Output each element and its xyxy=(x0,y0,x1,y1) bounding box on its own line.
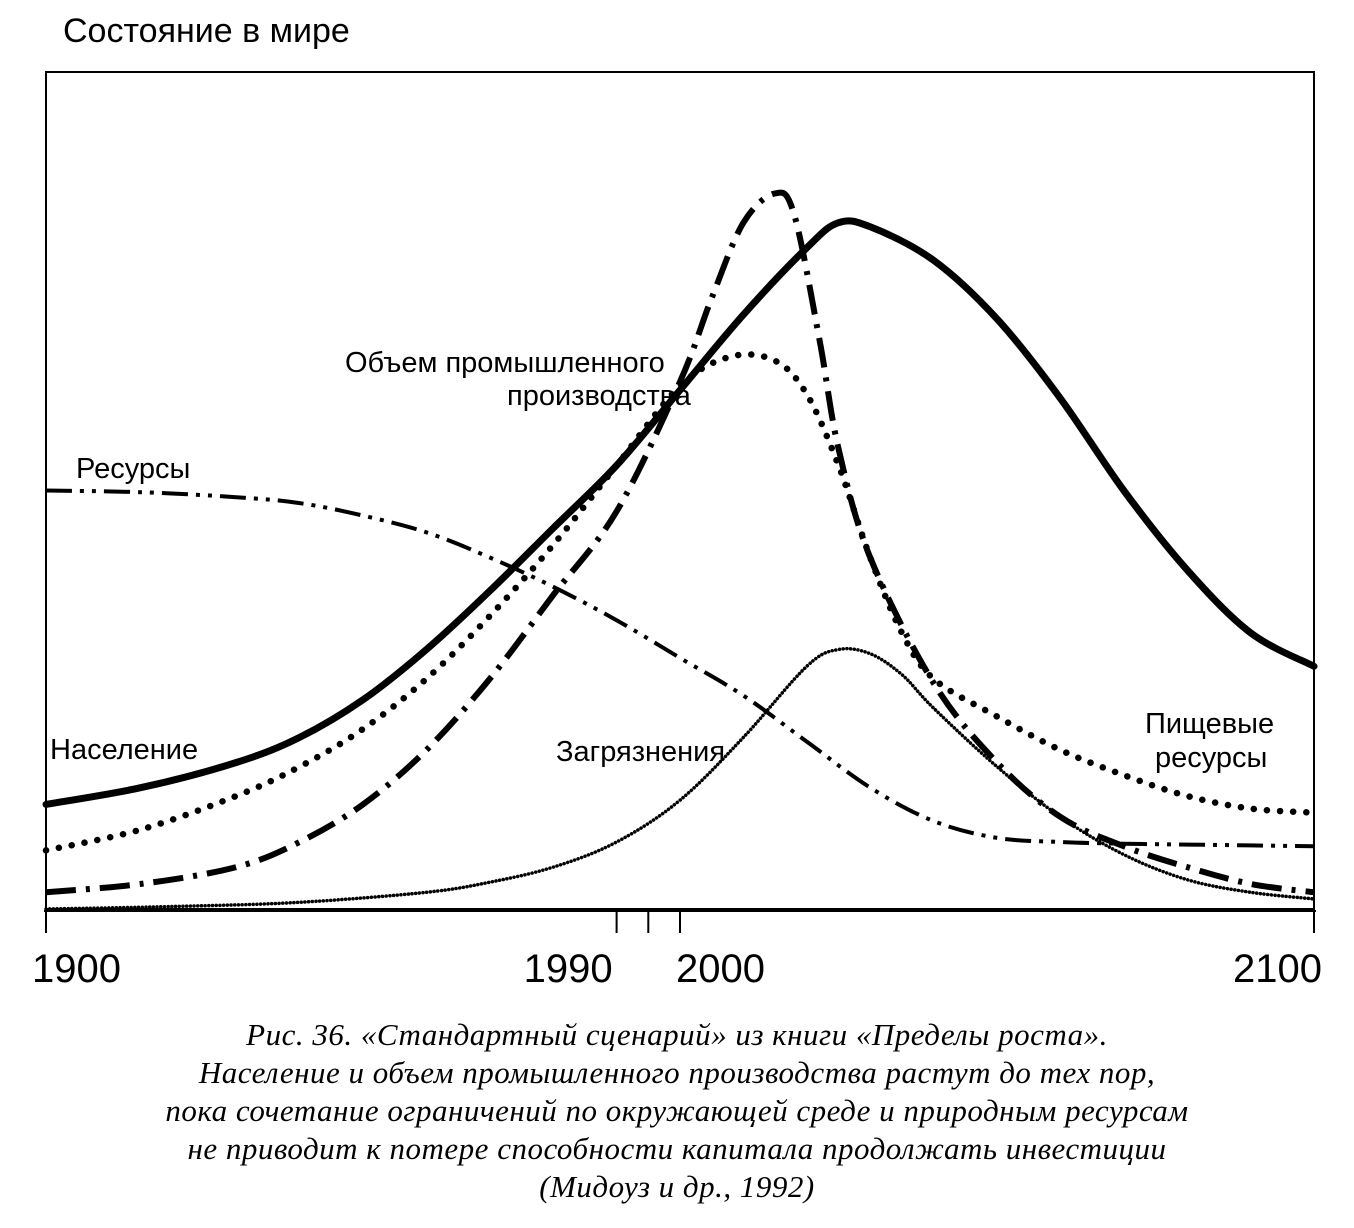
x-ticks: 1900 1990 2000 2100 xyxy=(32,911,1322,991)
series-line-1 xyxy=(42,351,1318,854)
x-tick-label: 1990 xyxy=(524,947,613,991)
caption-line: Рис. 36. «Стандартный сценарий» из книги… xyxy=(246,1017,1108,1052)
series-line-4 xyxy=(44,646,1316,911)
caption-line: (Мидоуз и др., 1992) xyxy=(539,1169,815,1204)
x-tick-label: 2100 xyxy=(1233,947,1322,991)
label-pollution: Загрязнения xyxy=(556,736,725,768)
series-line-2 xyxy=(45,189,1315,896)
label-population: Население xyxy=(50,734,198,766)
label-industry-line2: производства xyxy=(507,380,692,412)
series-line-0 xyxy=(42,217,1318,808)
chart: Состояние в мире 1900 1990 2000 2100 Ресурс… xyxy=(32,12,1322,991)
series-line-3 xyxy=(45,488,1315,849)
label-food-line1: Пищевые xyxy=(1145,708,1274,740)
series-group xyxy=(42,189,1318,911)
caption-line: пока сочетание ограничений по окружающей… xyxy=(165,1093,1189,1128)
label-resources: Ресурсы xyxy=(76,453,190,485)
figure-caption: Рис. 36. «Стандартный сценарий» из книги… xyxy=(20,1016,1334,1206)
x-tick-label: 2000 xyxy=(676,947,765,991)
caption-line: Население и объем промышленного производ… xyxy=(198,1055,1156,1090)
label-food-line2: ресурсы xyxy=(1155,742,1267,774)
x-tick-label: 1900 xyxy=(32,947,121,991)
caption-line: не приводит к потере способности капитал… xyxy=(187,1131,1167,1166)
label-industry-line1: Объем промышленного xyxy=(345,347,665,379)
y-axis-title: Состояние в мире xyxy=(63,12,350,50)
